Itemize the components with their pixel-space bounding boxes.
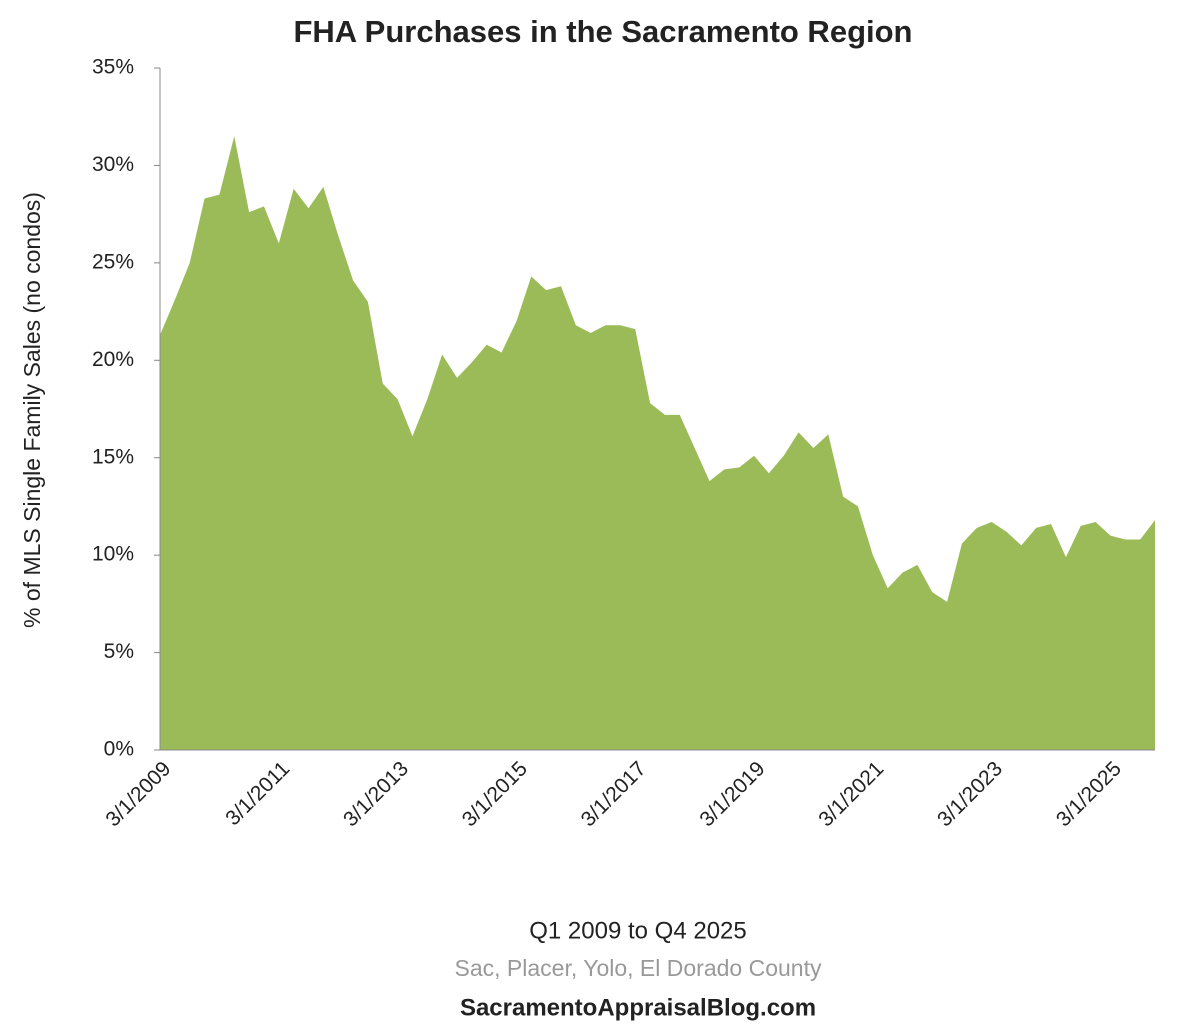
x-tick-label: 3/1/2009 (101, 757, 175, 831)
y-tick-label: 20% (92, 348, 134, 371)
y-tick-label: 35% (92, 56, 134, 79)
y-tick-label: 15% (92, 445, 134, 468)
x-tick-label: 3/1/2011 (221, 757, 294, 830)
area (160, 136, 1155, 750)
x-tick-label: 3/1/2023 (933, 757, 1007, 831)
y-axis-label: % of MLS Single Family Sales (no condos) (19, 192, 45, 628)
x-tick-label: 3/1/2017 (577, 757, 651, 831)
x-tick-label: 3/1/2019 (695, 757, 769, 831)
y-tick-label: 0% (104, 738, 134, 761)
y-tick-label: 25% (92, 250, 134, 273)
x-tick-label: 3/1/2015 (458, 757, 532, 831)
source: SacramentoAppraisalBlog.com (460, 994, 816, 1021)
chart-title: FHA Purchases in the Sacramento Region (293, 14, 912, 49)
x-tick-label: 3/1/2025 (1052, 757, 1126, 831)
y-tick-label: 30% (92, 153, 134, 176)
y-tick-label: 5% (104, 640, 134, 663)
y-tick-label: 10% (92, 543, 134, 566)
plot-area (160, 136, 1155, 750)
x-tick-label: 3/1/2013 (339, 757, 413, 831)
x-tick-label: 3/1/2021 (814, 757, 888, 831)
subtitle: Sac, Placer, Yolo, El Dorado County (455, 955, 822, 981)
x-axis-label: Q1 2009 to Q4 2025 (529, 917, 747, 944)
